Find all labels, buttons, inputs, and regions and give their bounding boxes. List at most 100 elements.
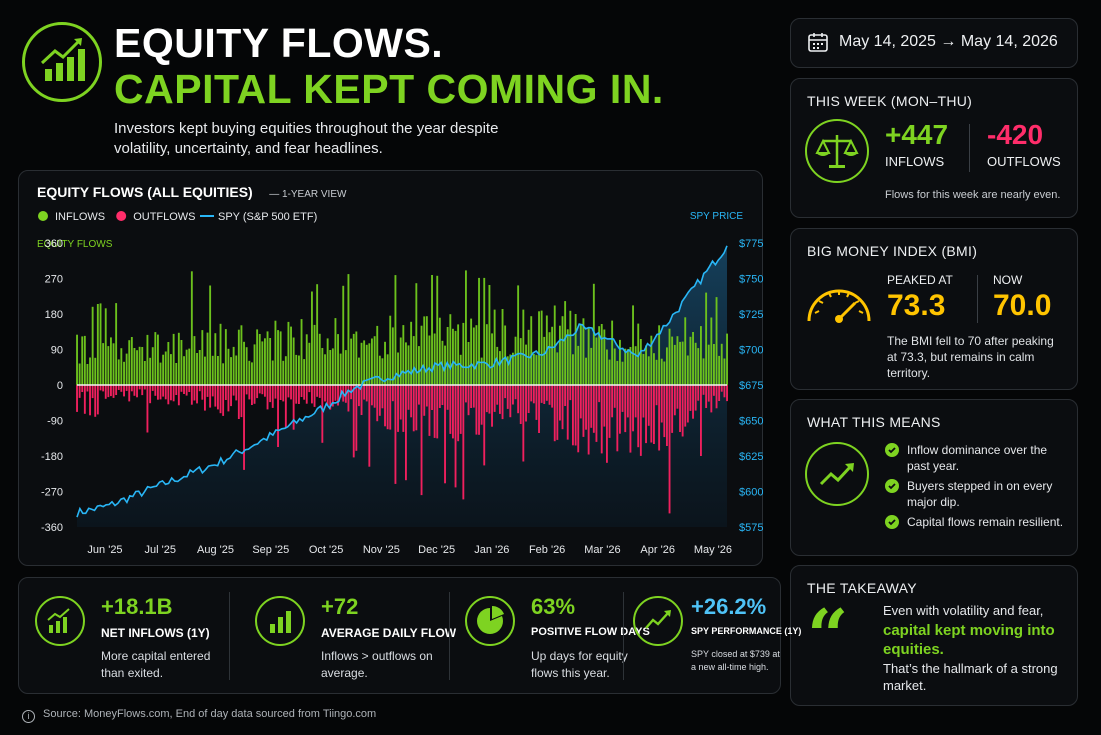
outflow-bar (624, 385, 627, 433)
outflow-bar (112, 385, 115, 398)
outflow-bar (292, 385, 295, 430)
date-range-selector[interactable]: May 14, 2025 → May 14, 2026 (790, 18, 1078, 68)
inflow-bar (624, 348, 627, 385)
outflow-bar (478, 385, 480, 435)
outflow-bar (642, 385, 645, 418)
inflow-bar (91, 306, 94, 385)
outflow-bar (600, 385, 603, 454)
outflow-bar (407, 385, 410, 410)
outflow-bar (175, 385, 178, 395)
y-tick-label-right: $600 (739, 487, 763, 499)
bar-chart-trend-icon (35, 596, 85, 646)
outflow-bar (230, 385, 232, 407)
outflow-bar (465, 385, 467, 403)
inflow-bar (551, 326, 554, 385)
inflow-bar (663, 361, 666, 385)
outflow-bar (347, 385, 350, 412)
inflow-bar (629, 347, 632, 385)
inflow-bar (355, 331, 358, 385)
outflow-bar (569, 385, 572, 401)
outflow-bar (514, 385, 517, 400)
inflow-bar (653, 353, 655, 385)
outflow-bar (564, 385, 567, 406)
outflow-bar (527, 385, 530, 413)
inflow-bar (452, 328, 454, 385)
inflow-bar (397, 352, 399, 385)
inflow-bar (251, 362, 253, 385)
inflow-bar (598, 326, 601, 385)
outflow-bar (603, 385, 606, 427)
inflow-bar (386, 354, 389, 385)
inflow-bar (352, 333, 355, 385)
means-item: Buyers stepped in on every major dip. (885, 478, 1065, 510)
inflow-bar (431, 275, 433, 385)
legend-label: SPY (S&P 500 ETF) (218, 211, 317, 223)
outflow-bar (232, 385, 235, 396)
inflow-bar (240, 325, 243, 385)
outflow-bar (365, 385, 368, 402)
inflow-bar (287, 321, 290, 385)
page-subtitle: Investors kept buying equities throughou… (114, 120, 499, 157)
inflow-bar (660, 358, 663, 385)
inflow-bar (540, 310, 543, 385)
outflow-bar (689, 385, 692, 411)
outflow-bar (551, 385, 554, 408)
inflow-bar (715, 297, 718, 385)
outflow-bar (606, 385, 608, 463)
source-text: Source: MoneyFlows.com, End of day data … (43, 708, 377, 720)
chart-subtitle: — 1-YEAR VIEW (269, 189, 347, 200)
divider (449, 592, 450, 680)
inflow-bar (700, 326, 702, 385)
outflow-bar (543, 385, 546, 404)
takeaway-highlight: capital kept moving into equities. (883, 622, 1055, 658)
outflow-bar (592, 385, 595, 433)
inflow-bar (673, 344, 676, 385)
stat-label: AVERAGE DAILY FLOW (321, 626, 457, 640)
outflow-bar (559, 385, 561, 421)
outflow-bar (608, 385, 611, 438)
inflow-bar (303, 359, 306, 385)
inflow-bar (337, 334, 339, 385)
y-tick-label-left: -180 (41, 451, 63, 463)
inflow-bar (679, 341, 681, 385)
outflow-bar (394, 385, 397, 484)
outflow-bar (104, 385, 107, 399)
outflow-bar (130, 385, 133, 392)
outflow-bar (639, 385, 642, 456)
outflow-bar (496, 385, 499, 405)
outflow-bar (141, 385, 144, 396)
outflow-bar (658, 385, 661, 451)
outflow-bar (694, 385, 697, 411)
outflow-bar (86, 385, 89, 392)
outflow-bar (201, 385, 204, 400)
inflow-bar (245, 347, 248, 385)
outflow-bar (96, 385, 99, 415)
outflow-bar (483, 385, 486, 466)
outflow-bar (115, 385, 118, 395)
outflow-bar (530, 385, 533, 402)
outflow-bar (384, 385, 386, 427)
inflow-bar (582, 318, 585, 385)
inflow-bar (125, 353, 128, 385)
inflow-bar (146, 334, 149, 385)
outflow-bar (420, 385, 423, 496)
outflow-bar (723, 385, 726, 398)
outflow-bar (715, 385, 718, 409)
inflow-bar (360, 342, 363, 385)
outflow-bar (324, 385, 326, 402)
outflow-bar (519, 385, 522, 424)
outflow-bar (720, 385, 723, 392)
inflow-bar (467, 342, 470, 385)
outflow-bar (204, 385, 206, 411)
what-this-means-panel: WHAT THIS MEANS Inflow dominance over th… (790, 399, 1078, 556)
inflow-bar (96, 304, 99, 385)
outflow-bar (629, 385, 632, 453)
inflow-bar (175, 363, 178, 385)
inflow-bar (143, 361, 146, 385)
inflow-bar (266, 331, 269, 385)
inflow-bar (376, 325, 379, 385)
outflow-bar (358, 385, 360, 407)
outflow-bar (256, 385, 259, 399)
inflow-bar (488, 285, 491, 385)
outflow-bar (676, 385, 679, 409)
